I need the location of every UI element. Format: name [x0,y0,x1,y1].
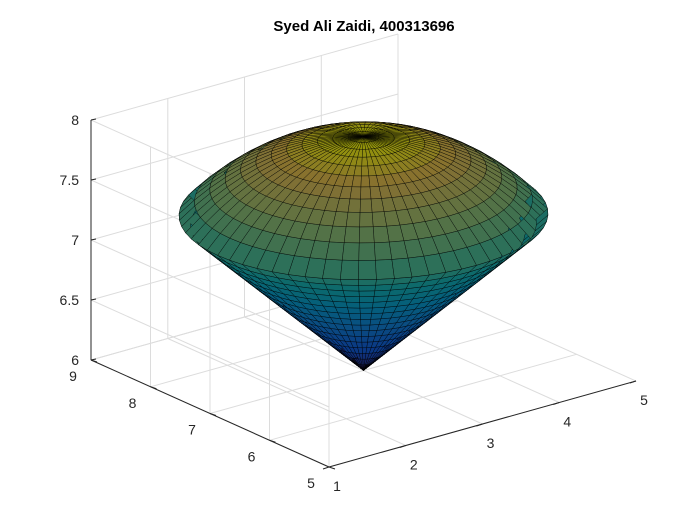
x-tick-label: 3 [487,435,495,451]
surface-patch [372,295,389,303]
surface-patch [350,318,362,326]
x-tick-mark [553,402,560,405]
surface-patch [359,296,375,303]
surface-patch [359,301,374,309]
chart-title: Syed Ali Zaidi, 400313696 [273,18,454,35]
surface-patch [373,289,391,297]
surface-patch [375,278,395,286]
surface-patch [351,175,362,188]
surface-patch [348,313,361,320]
y-tick-mark [90,359,98,363]
z-tick-mark [90,178,97,181]
z-tick-label: 7.5 [60,172,80,188]
surface-patch [349,186,362,200]
surface-patch [360,324,371,332]
y-tick-label: 9 [69,368,77,384]
surface-patch [374,241,393,261]
surface-patch [358,242,376,261]
z-tick-mark [90,118,97,121]
surface-patch [373,225,390,244]
x-tick-mark [476,423,483,427]
surface-patch [353,330,362,337]
surface-patch [340,259,360,280]
surface-patch [325,241,345,261]
surface-patch [342,290,360,297]
surface-patch [345,301,361,309]
surface-patch [360,175,371,188]
surface-patch [360,186,372,200]
x-tick-label: 4 [563,414,571,430]
surface-patch [358,290,376,297]
surface-patch [359,198,373,213]
surface-patch [360,319,372,326]
z-tick-label: 6.5 [60,292,80,308]
x-tick-label: 1 [333,478,341,494]
surface-patch [322,258,343,280]
y-tick-label: 7 [188,422,196,438]
z-tick-label: 6 [71,352,79,368]
surface-patch [347,307,361,314]
x-tick-label: 5 [640,392,648,408]
surface-patch [374,284,393,292]
y-tick-label: 5 [307,475,315,491]
z-tick-mark [90,298,97,301]
x-axis-ticks: 1 2 3 4 5 [322,380,648,494]
grid-line [90,299,330,408]
surface-patch [361,330,370,337]
surface-patch [358,284,376,292]
y-tick-label: 6 [248,448,256,464]
surface-patch [360,313,372,320]
y-tick-mark [328,466,336,470]
surface-patch [359,212,374,228]
surface-patch [341,284,360,292]
surface-patch [340,279,359,286]
surface-patch [347,198,361,213]
grid-line [269,353,577,441]
grid-line [90,93,399,181]
surface-patch [372,301,388,309]
surface-patch [534,214,549,232]
x-tick-mark [399,445,406,448]
surface-patch [345,211,361,228]
y-tick-label: 8 [129,395,137,411]
surface-patch [351,324,362,332]
surface-patch [375,259,395,280]
z-tick-mark [90,358,97,361]
z-tick-mark [90,238,97,241]
x-tick-mark [629,380,637,384]
x-tick-mark [322,466,330,470]
y-tick-mark [269,439,276,443]
surface-patch [332,301,348,309]
x-tick-label: 2 [410,457,418,473]
surface-patch [358,122,366,125]
y-tick-mark [209,413,217,416]
cone-surface [178,121,549,371]
surface-patch [361,336,369,343]
grid-line [90,239,330,348]
y-axis-ticks: 5 6 7 8 9 [69,359,336,491]
surface-patch [359,307,373,314]
surface-patch [343,226,360,244]
z-axis-ticks: 6 6.5 7 7.5 8 [60,112,97,368]
surface-patch [354,336,363,343]
surface-patch [358,260,377,280]
surface-patch [342,242,360,261]
surface-patch [358,279,377,286]
z-tick-label: 7 [71,232,79,248]
z-tick-label: 8 [71,112,79,128]
grid-line [90,33,399,121]
y-tick-mark [150,386,157,390]
surface-patch [344,296,360,303]
surface-patch [358,226,375,244]
